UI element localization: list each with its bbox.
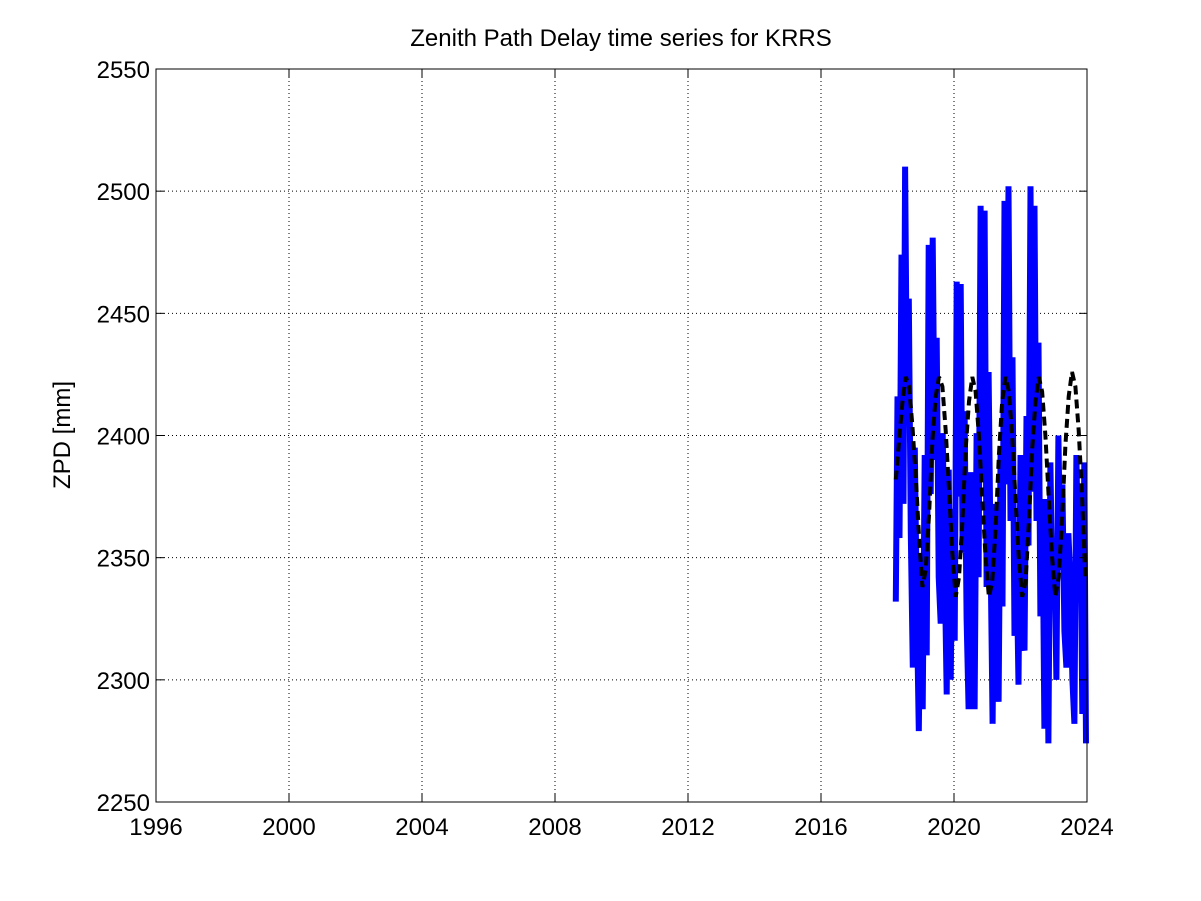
x-tick-label: 2004 bbox=[395, 814, 448, 841]
x-tick-label: 2020 bbox=[927, 814, 980, 841]
y-tick-label: 2550 bbox=[97, 57, 150, 84]
y-tick-labels: 2250 2300 2350 2400 2450 2500 2550 bbox=[97, 57, 150, 817]
x-tick-label: 2008 bbox=[528, 814, 581, 841]
chart-title: Zenith Path Delay time series for KRRS bbox=[410, 25, 832, 52]
x-tick-labels: 1996 2000 2004 2008 2012 2016 2020 2024 bbox=[129, 814, 1113, 841]
y-axis-label: ZPD [mm] bbox=[49, 381, 76, 489]
axis-ticks bbox=[155, 68, 1088, 803]
plot-area bbox=[892, 166, 1089, 744]
y-tick-label: 2350 bbox=[97, 546, 150, 573]
y-tick-label: 2250 bbox=[97, 790, 150, 817]
x-tick-label: 2024 bbox=[1060, 814, 1113, 841]
y-tick-label: 2450 bbox=[97, 301, 150, 328]
y-tick-label: 2500 bbox=[97, 179, 150, 206]
y-tick-label: 2400 bbox=[97, 424, 150, 451]
x-tick-label: 2000 bbox=[262, 814, 315, 841]
x-tick-label: 1996 bbox=[129, 814, 182, 841]
x-tick-label: 2016 bbox=[794, 814, 847, 841]
observed-series-line bbox=[892, 166, 1089, 744]
y-tick-label: 2300 bbox=[97, 668, 150, 695]
model-series-line bbox=[893, 371, 1088, 598]
x-tick-label: 2012 bbox=[661, 814, 714, 841]
